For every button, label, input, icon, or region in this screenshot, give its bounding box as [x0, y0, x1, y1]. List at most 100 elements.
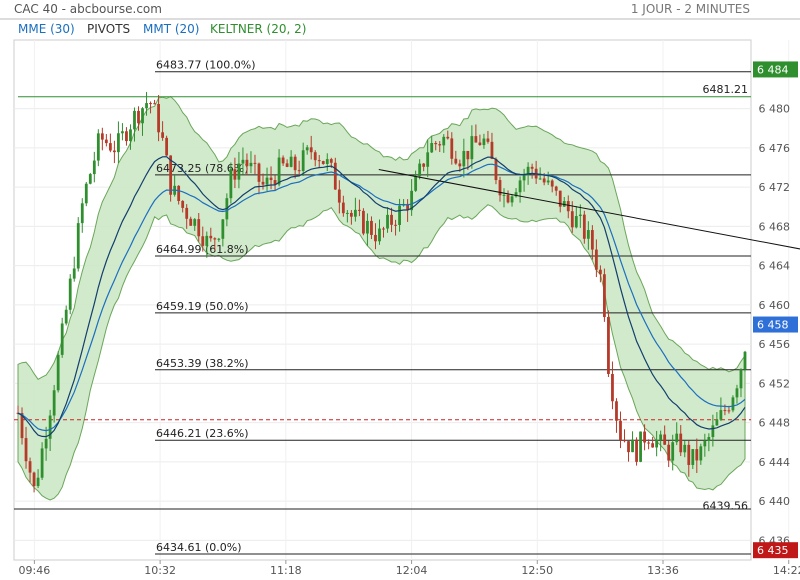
candle-body	[245, 159, 249, 167]
candle-body	[446, 136, 450, 139]
candle-body	[739, 369, 743, 389]
candle-body	[615, 401, 618, 421]
candle-body	[514, 192, 518, 197]
candle-body	[253, 162, 257, 164]
candle-body	[586, 230, 590, 239]
candle-body	[205, 235, 209, 246]
candle-body	[570, 211, 574, 228]
candle-body	[643, 431, 646, 443]
candle-body	[209, 235, 213, 239]
keltner-band-area	[17, 96, 746, 501]
chart-period: 1 JOUR - 2 MINUTES	[631, 2, 750, 16]
candle-body	[691, 449, 695, 465]
candle-body	[317, 160, 321, 162]
y-tick-label: 6 464	[759, 260, 791, 273]
candle-body	[594, 249, 598, 270]
candle-body	[141, 108, 144, 124]
candle-body	[526, 166, 530, 176]
x-tick-label: 13:36	[647, 564, 679, 577]
candle-body	[562, 201, 566, 207]
candle-body	[88, 174, 92, 184]
candle-body	[321, 161, 325, 164]
candle-body	[24, 438, 28, 462]
candle-body	[695, 449, 699, 461]
candle-body	[353, 209, 357, 217]
candles	[16, 91, 747, 493]
candle-body	[410, 190, 414, 211]
y-tick-label: 6 456	[759, 338, 791, 351]
legend-mmt[interactable]: MMT (20)	[143, 22, 199, 36]
candle-body	[550, 180, 554, 187]
candle-body	[153, 103, 156, 105]
y-tick-label: 6 460	[759, 299, 791, 312]
candle-body	[603, 274, 606, 318]
candle-body	[659, 434, 663, 440]
candle-body	[76, 223, 80, 269]
y-tick-label: 6 472	[759, 181, 791, 194]
trend-line	[378, 169, 800, 250]
legend: MME (30) PIVOTS MMT (20) KELTNER (20, 2)	[18, 22, 306, 36]
candle-body	[683, 444, 687, 453]
candle-body	[169, 155, 173, 195]
candle-body	[687, 444, 691, 465]
candle-body	[631, 439, 634, 453]
candle-body	[189, 218, 193, 226]
candle-body	[502, 194, 506, 196]
candle-body	[582, 214, 586, 239]
price-badge-high	[753, 61, 798, 78]
candle-body	[32, 472, 36, 487]
candle-body	[366, 220, 369, 234]
candle-body	[129, 129, 132, 142]
candle-body	[558, 190, 562, 207]
legend-pivots[interactable]: PIVOTS	[87, 22, 130, 36]
candle-body	[482, 138, 486, 146]
candle-body	[229, 169, 233, 199]
candle-body	[715, 419, 719, 426]
y-tick-label: 6 452	[759, 377, 791, 390]
candle-body	[454, 158, 458, 164]
candle-body	[378, 228, 381, 242]
price-badge-last	[753, 316, 798, 333]
candle-body	[362, 210, 365, 234]
legend-keltner[interactable]: KELTNER (20, 2)	[210, 22, 306, 36]
candle-body	[647, 442, 651, 444]
candle-body	[341, 202, 345, 214]
candle-body	[398, 205, 401, 225]
legend-mme[interactable]: MME (30)	[18, 22, 75, 36]
candle-body	[201, 236, 205, 246]
candle-body	[478, 142, 482, 146]
candle-body	[265, 177, 269, 185]
candle-body	[241, 159, 245, 164]
x-tick-label: 12:04	[396, 564, 428, 577]
candle-body	[125, 131, 128, 142]
candle-body	[743, 351, 747, 370]
candle-body	[590, 230, 594, 250]
candle-body	[108, 143, 112, 151]
candle-body	[727, 410, 731, 412]
candle-body	[651, 443, 655, 448]
candle-body	[185, 207, 189, 219]
candle-body	[522, 175, 526, 181]
candle-body	[542, 178, 546, 183]
candle-body	[92, 160, 96, 175]
candle-body	[297, 170, 301, 172]
candle-body	[655, 439, 659, 448]
candle-body	[530, 166, 534, 169]
fibonacci-levels: 6483.77 (100.0%) 6473.25 (78.6%) 6464.99 (…	[14, 59, 751, 555]
candle-body	[84, 183, 88, 204]
plot-area	[13, 39, 752, 561]
candle-body	[64, 309, 68, 324]
candle-body	[349, 212, 353, 217]
x-tick-label: 11:18	[270, 564, 302, 577]
candle-body	[269, 177, 273, 181]
x-tick-label: 14:22	[773, 564, 800, 577]
candle-body	[619, 420, 622, 441]
x-tick-label: 09:46	[19, 564, 51, 577]
candle-body	[711, 425, 715, 438]
candle-body	[237, 163, 241, 180]
candle-body	[213, 238, 217, 240]
fib-level-label: 6464.99 (61.8%)	[156, 243, 249, 256]
x-tick-label: 12:50	[521, 564, 553, 577]
candle-body	[197, 219, 201, 237]
